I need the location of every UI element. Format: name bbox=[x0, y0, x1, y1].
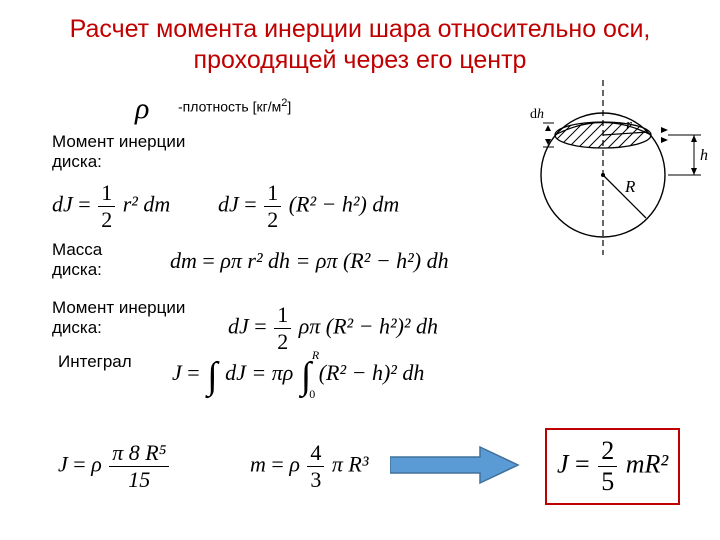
diagram-dh-label: dh bbox=[530, 107, 544, 122]
formula-dm: dm = ρπ r² dh = ρπ (R² − h²) dh bbox=[170, 248, 449, 274]
rho-symbol: ρ bbox=[135, 92, 149, 126]
label-moment-disk2: Момент инерции диска: bbox=[52, 298, 212, 339]
arrow-icon bbox=[390, 445, 520, 490]
slide: { "title": "Расчет момента инерции шара … bbox=[0, 0, 720, 540]
label-mass-disk: Масса диска: bbox=[52, 240, 132, 281]
formula-m: m = ρ 43 π R³ bbox=[250, 440, 368, 493]
label-integral: Интеграл bbox=[58, 352, 138, 372]
slide-title: Расчет момента инерции шара относительно… bbox=[40, 14, 680, 77]
formula-dJ2: dJ = 12 (R² − h²) dm bbox=[218, 180, 399, 233]
diagram-r-label: r bbox=[626, 117, 632, 133]
formula-dJ3: dJ = 12 ρπ (R² − h²)² dh bbox=[228, 302, 438, 355]
formula-J-integral: J = ∫ dJ = πρ ∫ R 0 (R² − h)² dh bbox=[172, 360, 424, 388]
formula-dJ1: dJ = 12 r² dm bbox=[52, 180, 170, 233]
sphere-diagram: r R dh h bbox=[508, 80, 708, 265]
formula-J-final: J = ρ π 8 R⁵15 bbox=[58, 440, 171, 493]
diagram-R-label: R bbox=[624, 177, 636, 196]
result-box: J = 25 mR² bbox=[545, 428, 680, 505]
rho-label: -плотность [кг/м2] bbox=[178, 97, 291, 115]
diagram-h-label: h bbox=[700, 147, 708, 164]
label-moment-disk: Момент инерции диска: bbox=[52, 132, 202, 173]
